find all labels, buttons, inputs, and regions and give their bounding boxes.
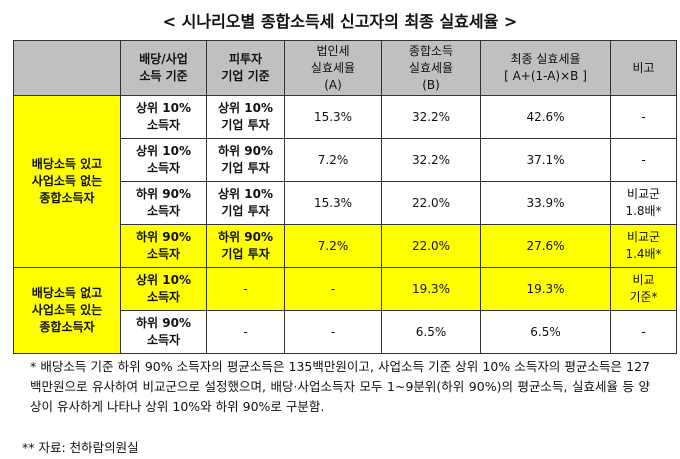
cell-income: 하위 90% 소득자 <box>120 224 207 268</box>
cell-firm: - <box>206 267 285 311</box>
cell-a: - <box>284 310 382 354</box>
cell-final: 19.3% <box>480 267 611 311</box>
cell-final: 33.9% <box>480 181 611 225</box>
cell-income: 상위 10% 소득자 <box>120 138 207 182</box>
table-row: 하위 90% 소득자 상위 10% 기업 투자 15.3% 22.0% 33.9% 비교군… <box>14 181 677 225</box>
cell-firm: - <box>206 310 285 354</box>
cell-income: 상위 10% 소득자 <box>120 267 207 311</box>
cell-a: 7.2% <box>284 138 382 182</box>
column-header: 최종 실효세율 [ A+(1-A)×B ] <box>480 40 611 96</box>
column-header: 피투자 기업 기준 <box>206 40 285 96</box>
cell-note: 비교 기준* <box>610 267 677 311</box>
column-header <box>13 40 121 96</box>
cell-note: - <box>610 138 677 182</box>
cell-note: 비교군 1.8배* <box>610 181 677 225</box>
table-row: 배당소득 있고 사업소득 없는 종합소득자 상위 10% 소득자 상위 10% 기업… <box>13 95 677 268</box>
column-header: 배당/사업 소득 기준 <box>120 40 207 96</box>
cell-b: 22.0% <box>381 224 481 268</box>
column-header: 법인세 실효세율 (A) <box>284 40 382 96</box>
cell-firm: 하위 90% 기업 투자 <box>206 224 285 268</box>
cell-final: 27.6% <box>480 224 611 268</box>
group-label: 배당소득 있고 사업소득 없는 종합소득자 <box>13 95 121 268</box>
cell-final: 6.5% <box>480 310 611 354</box>
cell-final: 37.1% <box>480 138 611 182</box>
cell-b: 22.0% <box>381 181 481 225</box>
cell-b: 6.5% <box>381 310 481 354</box>
cell-income: 하위 90% 소득자 <box>120 181 207 225</box>
page-title: < 시나리오별 종합소득세 신고자의 최종 실효세율 > <box>162 12 518 31</box>
cell-a: 15.3% <box>284 181 382 225</box>
cell-note: - <box>610 95 677 139</box>
source-note: ** 자료: 천하람의원실 <box>22 440 139 455</box>
table-row: 하위 90% 소득자 - -6.5% 6.5% - <box>14 310 677 354</box>
footnote: * 배당소득 기준 하위 90% 소득자의 평균소득은 135백만원이고, 사업… <box>30 359 650 414</box>
cell-firm: 상위 10% 기업 투자 <box>206 181 285 225</box>
group-label: 배당소득 없고 사업소득 있는 종합소득자 <box>13 267 121 354</box>
cell-note: - <box>610 310 677 354</box>
cell-a: - <box>284 267 382 311</box>
cell-note: 비교군 1.4배* <box>610 224 677 268</box>
column-header: 종합소득 실효세율 (B) <box>381 40 481 96</box>
cell-a: 15.3% <box>284 95 382 139</box>
cell-income: 상위 10% 소득자 <box>120 95 207 139</box>
cell-b: 19.3% <box>381 267 481 311</box>
cell-b: 32.2% <box>381 95 481 139</box>
table-row: 배당소득 없고 사업소득 있는 종합소득자 상위 10% 소득자 - -19.3% 19… <box>13 267 677 354</box>
column-header: 비고 <box>610 40 677 96</box>
cell-b: 32.2% <box>381 138 481 182</box>
cell-firm: 상위 10% 기업 투자 <box>206 95 285 139</box>
cell-firm: 하위 90% 기업 투자 <box>206 138 285 182</box>
cell-income: 하위 90% 소득자 <box>120 310 207 354</box>
table-row: 상위 10% 소득자 하위 90% 기업 투자 7.2% 32.2% 37.1% - <box>14 138 677 182</box>
tax-rate-table: 배당/사업 소득 기준 피투자 기업 기준 법인세 실효세율 (A) 종합소득 실효세… <box>13 40 677 354</box>
cell-a: 7.2% <box>284 224 382 268</box>
cell-final: 42.6% <box>480 95 611 139</box>
